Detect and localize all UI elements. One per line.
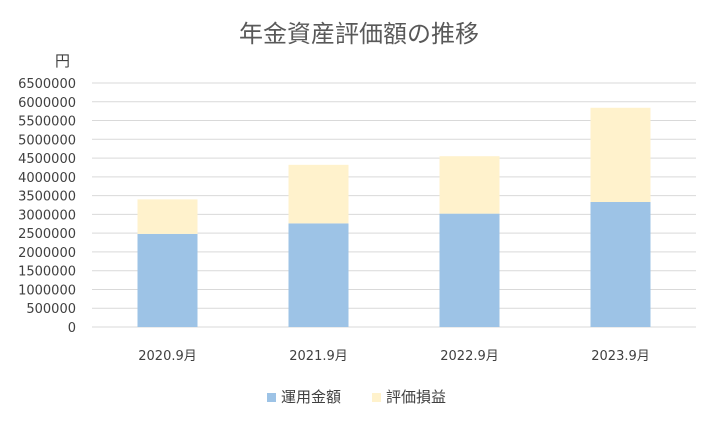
bars (137, 107, 651, 327)
x-axis-ticks: 2020.9月 2021.9月 2022.9月 2023.9月 (138, 349, 650, 364)
y-tick-label: 1500000 (18, 265, 76, 280)
legend-swatch (267, 393, 276, 402)
x-tick-label: 2023.9月 (591, 349, 650, 364)
y-tick-label: 2500000 (18, 227, 76, 242)
y-axis-unit-label: 円 (55, 52, 70, 70)
y-tick-label: 6000000 (18, 96, 76, 111)
bar-gain-1 (288, 164, 349, 224)
y-tick-label: 4000000 (18, 171, 76, 186)
x-tick-label: 2020.9月 (138, 349, 197, 364)
y-tick-label: 3500000 (18, 190, 76, 205)
bar-principal-0 (137, 233, 198, 327)
y-tick-label: 0 (68, 321, 76, 336)
x-tick-label: 2021.9月 (289, 349, 348, 364)
bar-principal-1 (288, 223, 349, 327)
y-axis-ticks: 0 500000 1000000 1500000 2000000 2500000 30000… (18, 77, 76, 336)
y-tick-label: 1000000 (18, 283, 76, 298)
x-tick-label: 2022.9月 (440, 349, 499, 364)
y-tick-label: 4500000 (18, 152, 76, 167)
y-tick-label: 6500000 (18, 77, 76, 92)
legend-label: 評価損益 (386, 388, 446, 406)
bar-gain-3 (590, 107, 651, 202)
bar-principal-3 (590, 201, 651, 327)
y-tick-label: 2000000 (18, 246, 76, 261)
legend-label: 運用金額 (281, 388, 341, 406)
y-tick-label: 5500000 (18, 115, 76, 130)
bar-principal-2 (439, 213, 500, 327)
legend: 運用金額 評価損益 (267, 388, 446, 406)
y-tick-label: 3000000 (18, 208, 76, 223)
y-tick-label: 500000 (26, 302, 76, 317)
chart-title: 年金資産評価額の推移 (239, 20, 479, 48)
legend-swatch (372, 393, 381, 402)
y-tick-label: 5000000 (18, 133, 76, 148)
bar-gain-2 (439, 156, 500, 214)
bar-gain-0 (137, 199, 198, 234)
